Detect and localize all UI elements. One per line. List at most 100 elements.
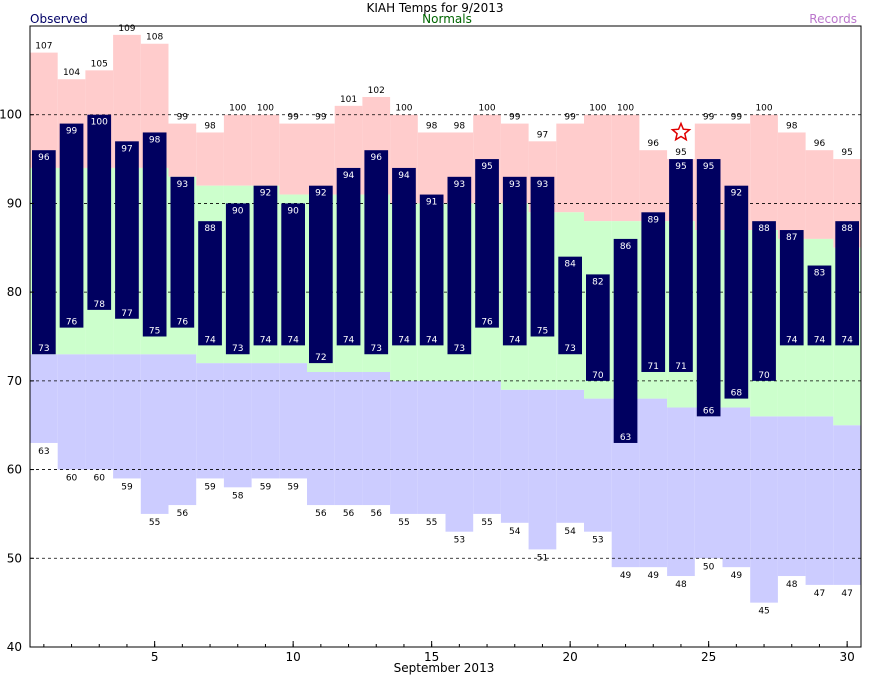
chart-title: KIAH Temps for 9/2013 [366, 1, 503, 15]
record-low-label: 56 [177, 509, 189, 519]
observed-high-label: 88 [841, 224, 853, 234]
x-tick-label: 30 [840, 650, 855, 664]
observed-bar [87, 114, 112, 310]
observed-high-label: 97 [121, 144, 132, 154]
record-high-label: 105 [91, 59, 108, 69]
record-star-icon [670, 121, 692, 142]
observed-high-label: 95 [675, 162, 686, 172]
observed-bar [336, 167, 361, 346]
observed-layer [32, 114, 859, 443]
record-high-label: 95 [675, 148, 686, 158]
observed-high-label: 93 [509, 180, 520, 190]
observed-low-label: 72 [315, 353, 326, 363]
observed-bar [779, 230, 804, 346]
observed-bar [392, 167, 416, 346]
observed-low-label: 74 [204, 335, 216, 345]
record-low-label: 55 [426, 518, 437, 528]
record-high-label: 101 [340, 95, 357, 105]
record-low-band [362, 371, 391, 506]
observed-bar [752, 221, 776, 381]
observed-bar [253, 185, 278, 346]
record-high-label: 99 [703, 113, 715, 123]
observed-high-label: 93 [177, 180, 188, 190]
record-low-label: 59 [287, 482, 299, 492]
record-low-band [307, 371, 335, 506]
record-high-label: 98 [454, 121, 466, 131]
record-high-label: 100 [478, 104, 495, 114]
observed-low-label: 74 [398, 335, 410, 345]
y-tick-label: 90 [7, 196, 22, 210]
observed-low-label: 74 [509, 335, 521, 345]
record-low-band [500, 389, 529, 523]
grid-lines [30, 114, 861, 559]
observed-low-label: 70 [758, 371, 770, 381]
y-tick-label: 80 [7, 285, 22, 299]
observed-high-label: 92 [731, 189, 742, 199]
record-high-label: 104 [63, 68, 80, 78]
record-low-label: 49 [620, 571, 632, 581]
record-low-label: 54 [564, 527, 576, 537]
record-high-band [777, 132, 806, 239]
record-low-band [667, 407, 695, 577]
observed-bar [835, 221, 859, 346]
observed-bar [281, 203, 305, 346]
observed-low-label: 73 [454, 344, 465, 354]
record-high-label: 100 [229, 104, 246, 114]
record-high-label: 100 [395, 104, 412, 114]
observed-low-label: 63 [620, 433, 631, 443]
x-tick-label: 15 [424, 650, 439, 664]
observed-bar [475, 159, 499, 328]
observed-high-label: 90 [287, 206, 299, 216]
record-low-label: 53 [454, 536, 465, 546]
annotations [670, 121, 692, 142]
record-low-label: 55 [398, 518, 409, 528]
observed-high-label: 83 [814, 269, 825, 279]
observed-high-label: 96 [371, 153, 383, 163]
record-high-label: 100 [755, 104, 772, 114]
record-low-band [334, 371, 363, 506]
record-low-label: 50 [703, 562, 715, 572]
record-low-label: 54 [509, 527, 521, 537]
observed-bar [170, 176, 195, 328]
observed-bar [613, 238, 638, 443]
record-high-label: 109 [118, 24, 135, 34]
record-low-label: 51 [537, 553, 548, 563]
record-high-band [223, 114, 252, 186]
observed-bar [419, 194, 444, 346]
observed-low-label: 75 [149, 327, 160, 337]
record-high-label: 99 [177, 113, 189, 123]
x-tick-label: 10 [286, 650, 301, 664]
y-tick-label: 70 [7, 374, 22, 388]
record-high-label: 98 [786, 121, 798, 131]
record-low-label: 55 [481, 518, 492, 528]
record-low-band [473, 380, 501, 514]
record-high-band [417, 132, 446, 204]
record-low-label: 47 [814, 589, 825, 599]
observed-high-label: 93 [537, 180, 548, 190]
observed-bar [724, 185, 749, 399]
observed-bar [115, 141, 139, 319]
observed-low-label: 75 [537, 327, 548, 337]
record-high-label: 107 [35, 42, 52, 52]
record-low-label: 55 [149, 518, 160, 528]
observed-high-label: 88 [758, 224, 770, 234]
record-low-label: 59 [260, 482, 272, 492]
observed-low-label: 74 [786, 335, 798, 345]
record-high-label: 99 [315, 113, 327, 123]
record-low-band [30, 354, 58, 443]
record-low-label: 48 [675, 580, 687, 590]
record-high-band [251, 114, 280, 186]
record-low-label: 56 [371, 509, 383, 519]
plot-frame [29, 25, 862, 648]
observed-high-label: 94 [398, 171, 410, 181]
record-low-band [196, 363, 224, 479]
record-high-label: 98 [204, 121, 216, 131]
record-low-band [57, 354, 86, 470]
observed-high-label: 93 [454, 180, 465, 190]
observed-high-label: 95 [703, 162, 714, 172]
observed-bar [142, 132, 167, 337]
x-tick-label: 20 [563, 650, 578, 664]
record-low-label: 56 [343, 509, 355, 519]
record-low-label: 49 [648, 571, 660, 581]
